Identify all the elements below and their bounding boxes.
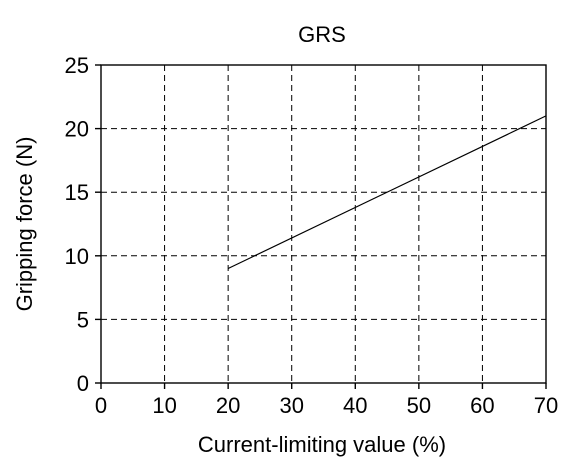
series-line-0 — [227, 115, 547, 270]
y-tick-label-4: 20 — [65, 117, 89, 142]
y-tick-label-0: 0 — [77, 371, 89, 396]
x-tick-label-5: 50 — [407, 393, 431, 418]
x-tick-label-2: 20 — [216, 393, 240, 418]
y-tick-label-5: 25 — [65, 53, 89, 78]
grid — [101, 65, 546, 383]
y-axis-label: Gripping force (N) — [12, 137, 37, 312]
plot-frame — [100, 64, 547, 384]
x-tick-label-0: 0 — [95, 393, 107, 418]
x-tick-label-7: 70 — [534, 393, 558, 418]
x-axis-label: Current-limiting value (%) — [198, 432, 446, 457]
y-tick-label-3: 15 — [65, 180, 89, 205]
y-axis-ticks: 0 5 10 15 20 25 — [65, 53, 101, 396]
x-tick-label-1: 10 — [152, 393, 176, 418]
x-tick-label-4: 40 — [343, 393, 367, 418]
series — [227, 115, 547, 270]
x-axis-ticks: 0 10 20 30 40 50 60 70 — [95, 383, 558, 418]
y-tick-label-1: 5 — [77, 307, 89, 332]
chart-title: GRS — [298, 22, 346, 47]
x-tick-label-3: 30 — [279, 393, 303, 418]
x-tick-label-6: 60 — [470, 393, 494, 418]
y-tick-label-2: 10 — [65, 244, 89, 269]
